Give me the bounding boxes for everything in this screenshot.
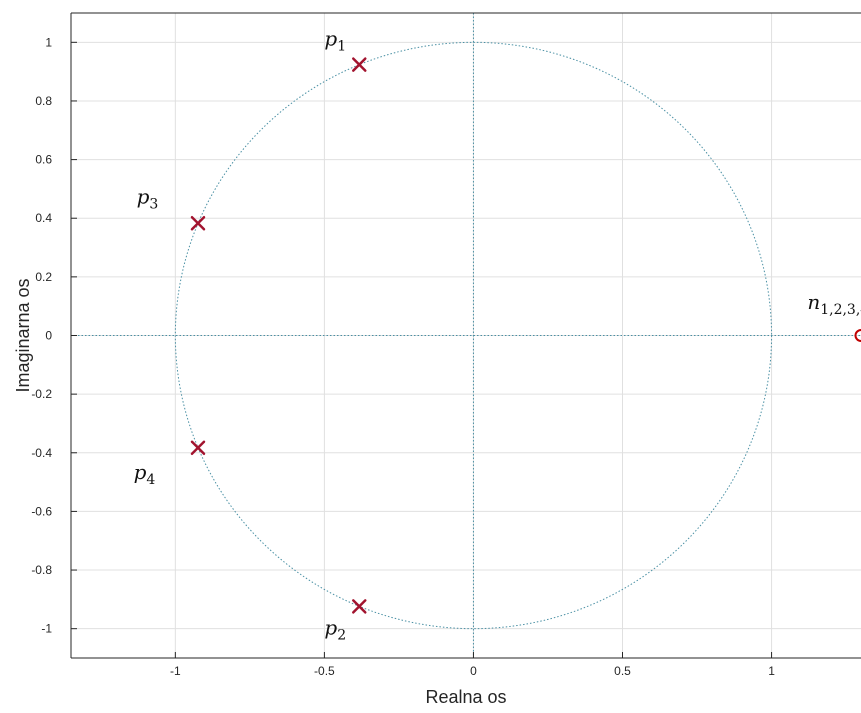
pole-stroke [190,215,206,231]
y-tick-label: 0.4 [35,211,52,225]
x-tick-label: -0.5 [314,664,335,678]
x-tick-label: -1 [170,664,181,678]
y-tick-label: -0.6 [31,504,52,518]
y-tick-label: -0.2 [31,387,52,401]
pole-stroke [190,440,206,456]
y-tick-label: 0 [45,329,52,343]
pole-marker [190,440,206,456]
annotation-label: p3 [137,185,159,213]
guide-lines [71,13,861,658]
y-axis-label: Imaginarna os [13,278,33,392]
x-axis-label: Realna os [425,687,506,707]
y-tick-label: 0.6 [35,153,52,167]
pole-marker [352,599,367,614]
annotation-label: n1,2,3,4 [807,290,861,318]
x-tick-label: 0 [470,664,477,678]
x-tick-label: 0.5 [614,664,631,678]
y-tick-label: -1 [41,622,52,636]
y-tick-label: -0.8 [31,563,52,577]
tick-marks-and-labels: -1 -0.5 0 0.5 1 -1 -0.8 -0.6 -0.4 -0.2 0 0.2 0.4 0.6 0… [31,35,775,678]
data-markers [190,57,861,614]
pole-marker [352,57,367,72]
pole-marker [190,215,206,231]
pole-stroke [352,57,367,72]
annotation-label: p1 [324,26,346,54]
annotation-label: p4 [134,460,156,488]
pole-stroke [352,599,367,614]
y-tick-label: 1 [45,35,52,49]
x-tick-label: 1 [768,664,775,678]
annotation-label: p2 [324,616,346,644]
zero-marker [854,329,861,342]
y-tick-label: 0.2 [35,270,52,284]
y-tick-label: 0.8 [35,94,52,108]
y-tick-label: -0.4 [31,446,52,460]
annotations: p1 p2 p3 p4 n1,2,3,4 [134,26,861,643]
